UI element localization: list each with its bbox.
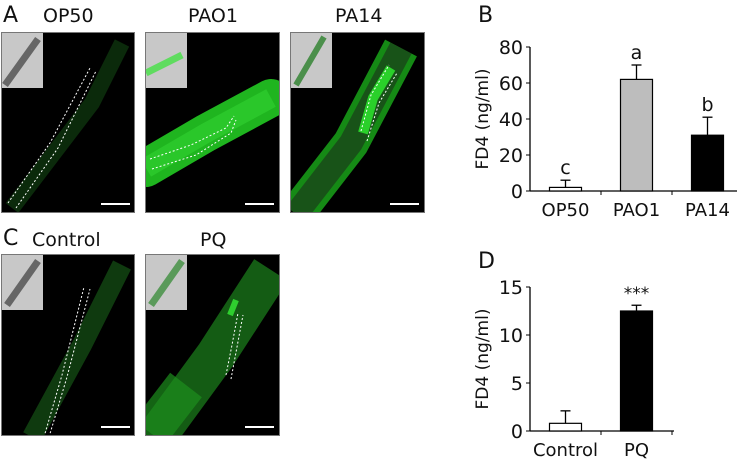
micrograph-pa14 bbox=[290, 32, 425, 213]
micrograph-control bbox=[1, 254, 135, 436]
panel-letter-b: B bbox=[478, 3, 494, 28]
worm-image bbox=[291, 33, 419, 212]
y-tick-label: 15 bbox=[499, 277, 523, 299]
title-pao1: PAO1 bbox=[188, 5, 238, 27]
x-tick-label: OP50 bbox=[542, 200, 590, 220]
title-pq: PQ bbox=[200, 229, 227, 251]
worm-image bbox=[2, 255, 131, 435]
significance-label: a bbox=[631, 42, 643, 64]
panel-letter-c: C bbox=[3, 226, 19, 251]
micrograph-op50 bbox=[1, 32, 135, 213]
micrograph-pao1 bbox=[145, 32, 280, 213]
bar-pa14 bbox=[690, 134, 725, 192]
y-tick-label: 60 bbox=[499, 73, 523, 95]
x-tick-label: PAO1 bbox=[613, 200, 660, 220]
significance-label: b bbox=[701, 94, 713, 116]
title-pa14: PA14 bbox=[335, 5, 383, 27]
significance-label: c bbox=[560, 157, 570, 179]
x-tick-label: PQ bbox=[624, 440, 649, 461]
y-tick-label: 10 bbox=[499, 325, 523, 347]
panel-letter-d: D bbox=[478, 249, 495, 274]
bar-control bbox=[548, 422, 583, 432]
panel-letter-a: A bbox=[3, 3, 19, 28]
x-tick-label: PA14 bbox=[685, 200, 730, 220]
bar-op50 bbox=[548, 186, 583, 192]
title-op50: OP50 bbox=[43, 5, 94, 27]
worm-image bbox=[146, 255, 279, 435]
y-tick-label: 80 bbox=[499, 37, 523, 59]
y-tick-label: 20 bbox=[499, 145, 523, 167]
chart-d: 0 5 10 15 Control PQ *** FD4 (ng/ml) bbox=[473, 277, 674, 461]
y-tick-label: 0 bbox=[511, 181, 523, 203]
y-axis-label: FD4 (ng/ml) bbox=[473, 309, 493, 410]
worm-image bbox=[2, 33, 130, 212]
y-tick-label: 0 bbox=[511, 421, 523, 443]
y-axis-label: FD4 (ng/ml) bbox=[473, 69, 493, 170]
title-control: Control bbox=[32, 229, 101, 251]
bar-pq bbox=[619, 310, 654, 432]
bar-pao1 bbox=[619, 78, 654, 192]
y-tick-label: 5 bbox=[511, 373, 523, 395]
micrograph-pq bbox=[145, 254, 280, 436]
worm-image bbox=[146, 33, 279, 205]
y-tick-label: 40 bbox=[499, 109, 523, 131]
x-tick-label: Control bbox=[533, 440, 598, 461]
significance-label: *** bbox=[624, 284, 650, 304]
chart-b: 0 20 40 60 80 OP50 c PAO1 a PA14 b FD4 (ng/ml) bbox=[473, 37, 737, 220]
